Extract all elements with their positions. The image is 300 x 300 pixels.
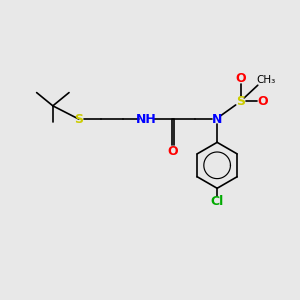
Text: O: O <box>168 145 178 158</box>
Text: NH: NH <box>136 112 157 126</box>
Text: N: N <box>212 112 222 126</box>
Text: S: S <box>74 112 83 126</box>
Text: CH₃: CH₃ <box>256 75 275 85</box>
Text: O: O <box>257 95 268 108</box>
Text: O: O <box>236 72 246 85</box>
Text: S: S <box>236 95 245 108</box>
Text: Cl: Cl <box>211 195 224 208</box>
